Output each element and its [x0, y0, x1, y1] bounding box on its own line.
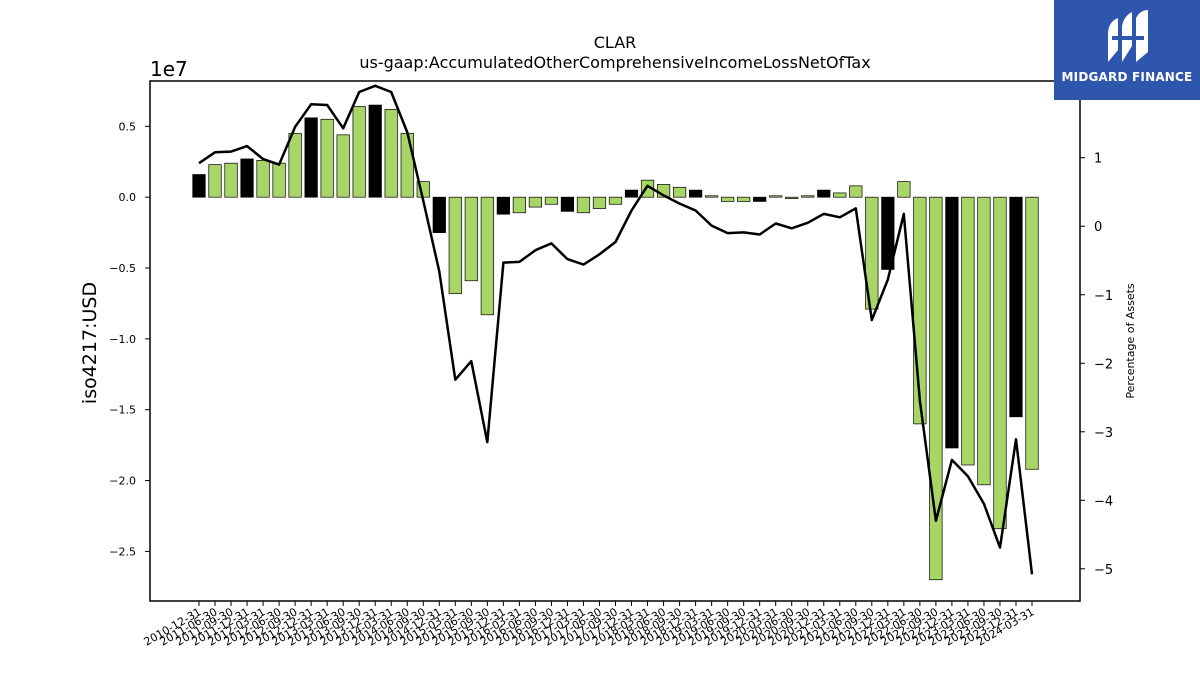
y2-tick-label: −3 — [1094, 426, 1113, 441]
bar — [961, 196, 975, 466]
bar — [384, 108, 398, 198]
bar — [721, 196, 735, 202]
bar — [528, 196, 543, 208]
percentage-line — [198, 84, 1034, 575]
y-tick-label: −1.0 — [109, 333, 136, 346]
bar — [672, 186, 687, 198]
y-axis-label: iso4217:USD — [79, 282, 101, 404]
line-series — [198, 84, 1034, 575]
bar — [705, 195, 719, 198]
chart-subtitle: us-gaap:AccumulatedOtherComprehensiveInc… — [359, 53, 870, 72]
bar — [737, 196, 751, 202]
bar — [544, 196, 559, 205]
plot-frame — [149, 80, 1081, 602]
bar — [608, 196, 623, 205]
bar-series — [192, 104, 1039, 581]
chart-title: CLAR — [594, 33, 637, 52]
y2-tick-label: −1 — [1094, 289, 1113, 304]
y2-tick-label: −5 — [1094, 563, 1113, 578]
y2-tick-label: −2 — [1094, 357, 1113, 372]
y-offset-label: 1e7 — [150, 57, 188, 81]
bar — [480, 196, 494, 316]
bar — [240, 158, 254, 198]
bar — [785, 196, 799, 199]
bar — [801, 195, 815, 198]
bar — [224, 162, 238, 198]
bar — [945, 196, 959, 449]
bar — [336, 134, 350, 198]
y2-tick-label: −4 — [1094, 494, 1113, 509]
midgard-logo-icon — [1108, 10, 1148, 62]
bar — [849, 185, 863, 198]
bar — [496, 196, 510, 215]
bar — [1025, 196, 1039, 470]
bar — [993, 196, 1007, 530]
axes: −2.5−2.0−1.5−1.0−0.50.00.5−5−4−3−2−10122… — [109, 83, 1113, 648]
bar — [576, 196, 591, 214]
bar — [192, 174, 206, 198]
bar — [560, 196, 575, 212]
y-tick-label: −2.5 — [109, 545, 136, 558]
bar — [753, 196, 767, 202]
bar — [881, 196, 895, 270]
bar — [208, 164, 222, 198]
bar — [977, 196, 991, 486]
y2-axis-label: Percentage of Assets — [1124, 283, 1137, 399]
bar — [304, 117, 318, 198]
bar — [352, 106, 366, 198]
bar — [929, 196, 943, 581]
y-tick-label: 0.5 — [119, 120, 137, 133]
bar — [320, 118, 334, 198]
bar — [624, 189, 639, 198]
y2-tick-label: 0 — [1094, 220, 1102, 235]
bar — [288, 133, 302, 198]
bar — [865, 196, 879, 310]
logo-text: MIDGARD FINANCE — [1061, 70, 1193, 84]
y2-tick-label: 1 — [1094, 152, 1102, 167]
bar — [833, 192, 847, 198]
y-tick-label: −1.5 — [109, 404, 136, 417]
bar — [817, 189, 831, 198]
bar — [400, 133, 414, 198]
bar — [688, 189, 703, 198]
bar — [448, 196, 462, 294]
bar — [769, 195, 783, 198]
y-tick-label: 0.0 — [119, 191, 137, 204]
bar — [272, 162, 286, 198]
bar — [432, 196, 446, 233]
bar — [512, 196, 526, 214]
bar — [256, 159, 270, 198]
bar — [464, 196, 478, 282]
bar — [368, 104, 382, 198]
y-tick-label: −2.0 — [109, 475, 136, 488]
y-tick-label: −0.5 — [109, 262, 136, 275]
bar — [897, 181, 911, 198]
company-logo: MIDGARD FINANCE — [1054, 0, 1200, 100]
bar — [592, 196, 607, 209]
bar — [1009, 196, 1023, 418]
